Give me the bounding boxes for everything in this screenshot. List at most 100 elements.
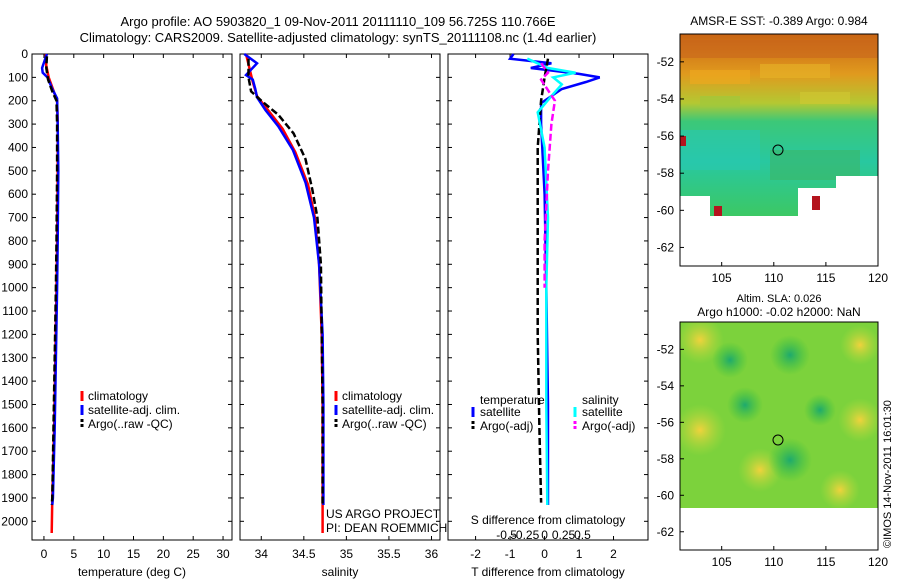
difference-panel: -2 -1 0 1 2 T difference from climatology temp… bbox=[447, 53, 649, 579]
x-tick-label: 25 bbox=[187, 547, 201, 561]
y-tick-label: 1900 bbox=[1, 491, 28, 505]
y-tick-label: 1400 bbox=[1, 374, 28, 388]
plot-frame bbox=[447, 53, 649, 541]
x-tick-label: 2 bbox=[610, 547, 617, 561]
series-line-satellite-adj-clim- bbox=[243, 52, 325, 505]
top-tick-label: 0.5 bbox=[574, 528, 591, 542]
map-x-tick-label: 115 bbox=[816, 555, 835, 569]
x-tick-label: 0 bbox=[41, 547, 48, 561]
series-line-salinity-argo-adj- bbox=[539, 62, 557, 288]
sla-map-title-line2: Argo h1000: -0.02 h2000: NaN bbox=[697, 305, 860, 319]
x-tick-label: 34 bbox=[255, 547, 269, 561]
plot-frame bbox=[239, 53, 441, 541]
imos-credit: ©IMOS 14-Nov-2011 16:01:30 bbox=[882, 400, 894, 548]
temperature-panel: 0100200300400500600700800900100011001200… bbox=[1, 47, 233, 579]
salinity-panel: 34 34.5 35 35.5 36 salinity climatologysatelli… bbox=[239, 52, 447, 579]
y-tick-label: 1200 bbox=[1, 327, 28, 341]
y-tick-label: 500 bbox=[8, 164, 28, 178]
sst-argo-location-marker bbox=[772, 144, 784, 156]
map-x-tick-label: 120 bbox=[868, 271, 888, 285]
legend-title-temperature: temperature bbox=[480, 393, 545, 407]
x-tick-label: 10 bbox=[97, 547, 111, 561]
legend-label: satellite-adj. clim. bbox=[342, 403, 434, 417]
figure-title-line2: Climatology: CARS2009. Satellite-adjuste… bbox=[80, 30, 597, 45]
sst-map: AMSR-E SST: -0.389 Argo: 0.984 105 110 115… bbox=[657, 14, 889, 285]
x-axis-label: T difference from climatology bbox=[471, 565, 625, 579]
x-tick-label: 35.5 bbox=[377, 547, 401, 561]
map-y-tick-label: -60 bbox=[657, 488, 675, 502]
map-x-tick-label: 110 bbox=[764, 555, 783, 569]
x-tick-label: -1 bbox=[505, 547, 516, 561]
figure-title-line1: Argo profile: AO 5903820_1 09-Nov-2011 2… bbox=[120, 14, 555, 29]
sla-map-axes: 105 110 115 120 -52 -54 -56 -58 -60 -62 bbox=[657, 342, 889, 569]
y-tick-label: 1500 bbox=[1, 397, 28, 411]
y-tick-label: 1800 bbox=[1, 468, 28, 482]
legend-label: Argo(-adj) bbox=[480, 419, 533, 433]
legend-label: Argo(-adj) bbox=[582, 419, 635, 433]
annotation-line1: US ARGO PROJECT bbox=[326, 507, 441, 521]
map-y-tick-label: -60 bbox=[657, 203, 675, 217]
sla-argo-location-marker bbox=[772, 434, 784, 446]
legend-label: satellite bbox=[480, 405, 521, 419]
map-x-tick-label: 120 bbox=[868, 555, 888, 569]
series-line-temperature-satellite bbox=[507, 53, 601, 505]
sst-map-title: AMSR-E SST: -0.389 Argo: 0.984 bbox=[690, 14, 868, 28]
legend-label: climatology bbox=[88, 389, 148, 403]
x-tick-label: 35 bbox=[340, 547, 354, 561]
series-line-argo-raw-qc- bbox=[45, 56, 59, 506]
series-line-climatology bbox=[244, 53, 324, 533]
series-line-temperature-argo-adj- bbox=[536, 58, 550, 503]
map-y-tick-label: -54 bbox=[657, 379, 675, 393]
y-tick-label: 1300 bbox=[1, 351, 28, 365]
y-tick-label: 100 bbox=[8, 70, 28, 84]
x-tick-label: 34.5 bbox=[292, 547, 316, 561]
sla-map-title-line1: Altim. SLA: 0.026 bbox=[737, 293, 822, 305]
map-y-tick-label: -58 bbox=[657, 166, 675, 180]
x-tick-label: 30 bbox=[216, 547, 230, 561]
y-tick-label: 700 bbox=[8, 211, 28, 225]
map-x-tick-label: 110 bbox=[764, 271, 783, 285]
y-tick-label: 800 bbox=[8, 234, 28, 248]
x-tick-label: 0 bbox=[541, 547, 548, 561]
sla-map-field bbox=[680, 322, 878, 508]
top-tick-label: 0.25 bbox=[552, 528, 576, 542]
map-y-tick-label: -56 bbox=[657, 415, 675, 429]
map-y-tick-label: -62 bbox=[657, 525, 675, 539]
series-line-salinity-satellite bbox=[526, 57, 576, 506]
map-y-tick-label: -58 bbox=[657, 452, 675, 466]
legend-label: satellite bbox=[582, 405, 623, 419]
x-tick-label: 36 bbox=[425, 547, 439, 561]
y-tick-label: 300 bbox=[8, 117, 28, 131]
legend-label: satellite-adj. clim. bbox=[88, 403, 180, 417]
map-y-tick-label: -52 bbox=[657, 342, 675, 356]
map-x-tick-label: 105 bbox=[712, 271, 732, 285]
sla-map: Altim. SLA: 0.026 Argo h1000: -0.02 h200… bbox=[657, 293, 889, 569]
x-tick-label: 1 bbox=[576, 547, 583, 561]
y-tick-label: 900 bbox=[8, 257, 28, 271]
legend-label: Argo(..raw -QC) bbox=[88, 417, 173, 431]
y-tick-label: 400 bbox=[8, 140, 28, 154]
y-tick-label: 2000 bbox=[1, 514, 28, 528]
plot-frame bbox=[31, 53, 233, 541]
top-tick-label: -0.5 bbox=[496, 528, 517, 542]
legend-title-salinity: salinity bbox=[582, 393, 619, 407]
x-axis-label: temperature (deg C) bbox=[78, 565, 186, 579]
x-tick-label: 5 bbox=[70, 547, 77, 561]
y-tick-label: 1100 bbox=[2, 304, 28, 318]
top-axis-label: S difference from climatology bbox=[471, 513, 626, 527]
top-tick-label: -0.25 bbox=[512, 528, 540, 542]
x-tick-label: -2 bbox=[470, 547, 481, 561]
y-tick-label: 1000 bbox=[1, 281, 28, 295]
map-y-tick-label: -52 bbox=[657, 55, 675, 69]
top-tick-label: 0 bbox=[541, 528, 548, 542]
sst-map-axes: 105 110 115 120 -52 -54 -56 -58 -60 -62 bbox=[657, 55, 889, 285]
y-tick-label: 1600 bbox=[1, 421, 28, 435]
map-y-tick-label: -56 bbox=[657, 129, 675, 143]
y-tick-label: 200 bbox=[8, 94, 28, 108]
x-tick-label: 15 bbox=[127, 547, 141, 561]
legend-label: Argo(..raw -QC) bbox=[342, 417, 427, 431]
map-y-tick-label: -54 bbox=[657, 92, 675, 106]
x-axis-label: salinity bbox=[322, 565, 359, 579]
y-tick-label: 1700 bbox=[1, 444, 28, 458]
